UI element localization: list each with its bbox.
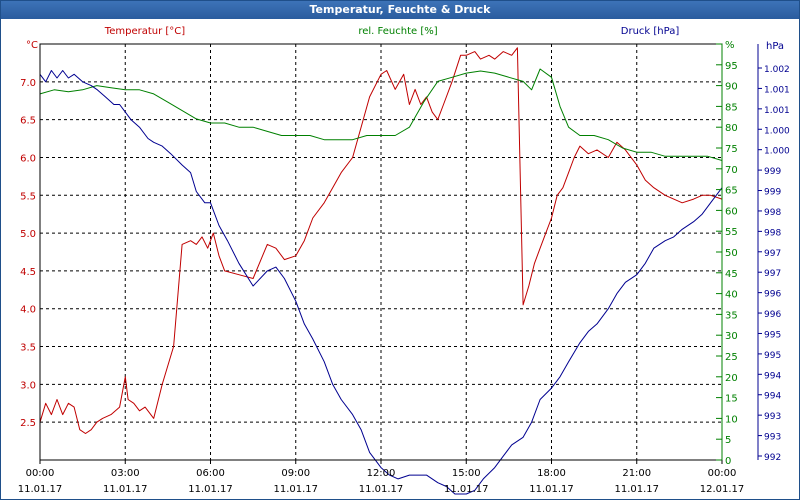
- x-tick-time: 06:00: [196, 468, 225, 479]
- humidity-tick-label: 65: [725, 186, 738, 197]
- humidity-tick-label: 30: [725, 331, 738, 342]
- pressure-tick-label: 994: [764, 392, 781, 402]
- temperature-tick-label: 4.0: [20, 305, 36, 316]
- humidity-axis-label: rel. Feuchte [%]: [358, 26, 437, 37]
- x-tick-time: 00:00: [708, 468, 737, 479]
- pressure-tick-label: 999: [764, 188, 781, 198]
- temperature-tick-label: 3.0: [20, 380, 36, 391]
- humidity-tick-label: 70: [725, 165, 738, 176]
- humidity-line: [39, 68, 723, 161]
- x-tick-date: 11.01.17: [273, 484, 318, 495]
- humidity-tick-label: 55: [725, 227, 738, 238]
- pressure-tick-label: 1.002: [764, 65, 790, 75]
- x-tick-time: 09:00: [281, 468, 310, 479]
- pressure-tick-label: 996: [764, 310, 781, 320]
- humidity-tick-label: 15: [725, 394, 738, 405]
- temperature-tick-label: 4.5: [20, 267, 36, 278]
- pressure-tick-label: 993: [764, 433, 781, 443]
- temperature-tick-label: 5.0: [20, 229, 36, 240]
- pressure-line: [39, 70, 723, 495]
- pressure-tick-label: 995: [764, 351, 781, 361]
- x-tick-date: 11.01.17: [444, 484, 489, 495]
- x-tick-date: 11.01.17: [614, 484, 659, 495]
- x-tick-date: 11.01.17: [359, 484, 404, 495]
- pressure-tick-label: 1.000: [764, 147, 790, 157]
- temperature-tick-label: 6.0: [20, 153, 36, 164]
- x-tick-date: 11.01.17: [188, 484, 233, 495]
- pressure-tick-label: 997: [764, 269, 781, 279]
- humidity-tick-label: 35: [725, 310, 738, 321]
- pressure-tick-label: 998: [764, 228, 781, 238]
- x-tick-date: 11.01.17: [18, 484, 63, 495]
- humidity-tick-label: 90: [725, 82, 738, 93]
- x-tick-date: 11.01.17: [103, 484, 148, 495]
- x-tick-time: 12:00: [367, 468, 396, 479]
- pressure-tick-label: 994: [764, 371, 781, 381]
- x-tick-time: 03:00: [111, 468, 140, 479]
- pressure-tick-label: 1.001: [764, 85, 790, 95]
- humidity-tick-label: 40: [725, 290, 738, 301]
- humidity-tick-label: 45: [725, 269, 738, 280]
- pressure-tick-label: 993: [764, 412, 781, 422]
- humidity-tick-label: 20: [725, 373, 738, 384]
- series-layer: [39, 47, 723, 495]
- pressure-tick-label: 996: [764, 290, 781, 300]
- pressure-tick-label: 992: [764, 453, 781, 463]
- humidity-tick-label: 80: [725, 123, 738, 134]
- temperature-unit: °C: [26, 40, 38, 51]
- humidity-tick-label: 5: [725, 435, 731, 446]
- x-tick-time: 21:00: [622, 468, 651, 479]
- window-title: Temperatur, Feuchte & Druck: [1, 1, 799, 19]
- x-tick-time: 15:00: [452, 468, 481, 479]
- pressure-tick-label: 995: [764, 330, 781, 340]
- pressure-tick-label: 1.001: [764, 106, 790, 116]
- temperature-tick-label: 6.5: [20, 116, 36, 127]
- temperature-tick-label: 7.0: [20, 78, 36, 89]
- humidity-tick-label: 75: [725, 144, 738, 155]
- temperature-tick-label: 5.5: [20, 191, 36, 202]
- pressure-tick-label: 999: [764, 167, 781, 177]
- temperature-axis-label: Temperatur [°C]: [104, 26, 185, 37]
- pressure-tick-label: 998: [764, 208, 781, 218]
- grid: [40, 44, 722, 460]
- humidity-tick-label: 95: [725, 61, 738, 72]
- x-tick-date: 12.01.17: [700, 484, 745, 495]
- pressure-axis-label: Druck [hPa]: [621, 26, 680, 37]
- axes: 00:00 11.01.17 03:00 11.01.17 06:00 11.01.17 0…: [18, 40, 790, 495]
- humidity-tick-label: 85: [725, 102, 738, 113]
- temperature-tick-label: 2.5: [20, 418, 36, 429]
- x-tick-time: 18:00: [537, 468, 566, 479]
- x-tick-date: 11.01.17: [529, 484, 574, 495]
- humidity-tick-label: 25: [725, 352, 738, 363]
- pressure-tick-label: 997: [764, 249, 781, 259]
- humidity-tick-label: %: [725, 40, 735, 51]
- humidity-tick-label: 50: [725, 248, 738, 259]
- temperature-tick-label: 3.5: [20, 343, 36, 354]
- x-tick-time: 00:00: [26, 468, 55, 479]
- temperature-line: [39, 47, 723, 434]
- humidity-tick-label: 10: [725, 414, 738, 425]
- pressure-tick-label: 1.000: [764, 126, 790, 136]
- humidity-tick-label: 0: [725, 456, 731, 467]
- pressure-unit: hPa: [766, 41, 784, 52]
- humidity-tick-label: 60: [725, 206, 738, 217]
